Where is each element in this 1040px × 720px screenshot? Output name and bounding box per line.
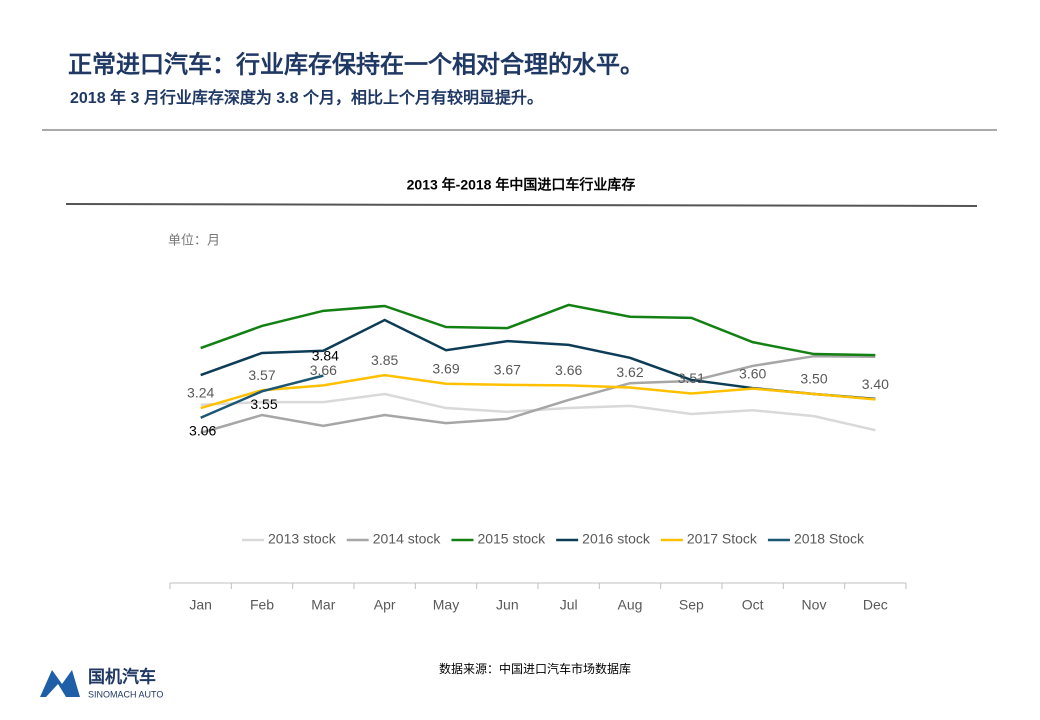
chart-title: 2013 年-2018 年中国进口车行业库存 (407, 177, 636, 193)
data-label: 3.85 (371, 352, 398, 368)
legend-label: 2018 Stock (794, 531, 865, 547)
legend-label: 2016 stock (582, 531, 651, 547)
data-label: 3.69 (432, 360, 459, 376)
legend-label: 2013 stock (268, 531, 337, 547)
x-tick-label: Jan (189, 597, 212, 613)
chart-title-rule (65, 203, 978, 207)
data-label: 3.84 (312, 347, 339, 363)
x-tick-label: Mar (311, 597, 335, 613)
data-label: 3.06 (189, 422, 216, 438)
x-tick-label: May (433, 597, 459, 613)
legend-label: 2017 Stock (687, 531, 758, 547)
data-label: 3.57 (248, 367, 275, 383)
data-label: 3.51 (678, 370, 705, 386)
x-tick-label: Oct (742, 597, 764, 613)
data-label: 3.50 (800, 371, 827, 387)
data-label: 3.24 (187, 385, 214, 401)
data-label: 3.62 (616, 364, 643, 380)
source-note: 数据来源：中国进口汽车市场数据库 (439, 661, 631, 676)
x-tick-label: Jun (496, 597, 519, 613)
logo-sub: SINOMACH AUTO (88, 689, 163, 699)
series-line (200, 392, 876, 432)
data-label: 3.66 (310, 362, 337, 378)
legend-label: 2014 stock (373, 531, 442, 547)
x-tick-label: Nov (802, 597, 827, 613)
logo-name: 国机汽车 (88, 666, 156, 686)
legend-label: 2015 stock (477, 531, 546, 547)
series-line (200, 303, 876, 357)
series-line (200, 373, 876, 410)
x-tick-label: Apr (374, 597, 396, 613)
series-line (200, 354, 876, 435)
plot: Jan Feb Mar Apr May Jun Jul Aug Sep Oct Nov Dec 3.24… (169, 303, 907, 613)
x-tick-label: Sep (679, 597, 704, 613)
logo-mark (40, 670, 80, 697)
x-tick-label: Feb (250, 597, 274, 613)
slide-title: 正常进口汽车：行业库存保持在一个相对合理的水平。 (68, 50, 644, 78)
logo: 国机汽车 SINOMACH AUTO (40, 666, 163, 699)
slide-subtitle: 2018 年 3 月行业库存深度为 3.8 个月，相比上个月有较明显提升。 (70, 88, 543, 107)
x-tick-label: Jul (560, 597, 578, 613)
data-label: 3.66 (555, 362, 582, 378)
unit-label: 单位：月 (168, 234, 220, 249)
series-line (200, 374, 324, 419)
data-label: 3.55 (250, 396, 277, 412)
logo-mark-cut (46, 684, 66, 697)
x-tick-label: Aug (618, 597, 643, 613)
data-label: 3.67 (494, 362, 521, 378)
data-label: 3.40 (862, 376, 889, 392)
x-tick-label: Dec (863, 597, 888, 613)
data-label: 3.60 (739, 365, 766, 381)
